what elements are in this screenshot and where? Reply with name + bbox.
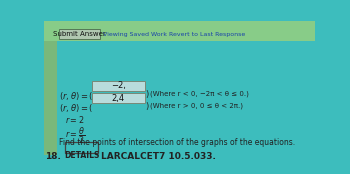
Text: 18.: 18.	[45, 152, 61, 161]
Text: Viewing Saved Work Revert to Last Response: Viewing Saved Work Revert to Last Respon…	[103, 32, 245, 37]
Text: (Where r > 0, 0 ≤ θ < 2π.): (Where r > 0, 0 ≤ θ < 2π.)	[150, 102, 243, 109]
Text: (Where r < 0, −2π < θ ≤ 0.): (Where r < 0, −2π < θ ≤ 0.)	[150, 90, 249, 97]
Text: ): )	[145, 102, 148, 112]
Text: $(r, \theta) = ($: $(r, \theta) = ($	[59, 102, 93, 114]
Text: LARCALCET7 10.5.033.: LARCALCET7 10.5.033.	[101, 152, 216, 161]
Text: ): )	[145, 90, 148, 99]
Text: $(r, \theta) = ($: $(r, \theta) = ($	[59, 90, 93, 102]
Text: DETAILS: DETAILS	[64, 151, 99, 160]
Text: −2,: −2,	[111, 81, 126, 90]
FancyBboxPatch shape	[44, 21, 315, 41]
Text: 2,4: 2,4	[112, 94, 125, 103]
FancyBboxPatch shape	[59, 29, 99, 39]
FancyBboxPatch shape	[92, 93, 145, 103]
Text: $r=2$: $r=2$	[65, 114, 85, 125]
Text: $r=\dfrac{\theta}{2}$: $r=\dfrac{\theta}{2}$	[65, 126, 86, 146]
FancyBboxPatch shape	[44, 21, 57, 155]
FancyBboxPatch shape	[92, 81, 145, 91]
Text: Find the points of intersection of the graphs of the equations.: Find the points of intersection of the g…	[59, 138, 295, 147]
Text: Submit Answer: Submit Answer	[53, 31, 106, 37]
